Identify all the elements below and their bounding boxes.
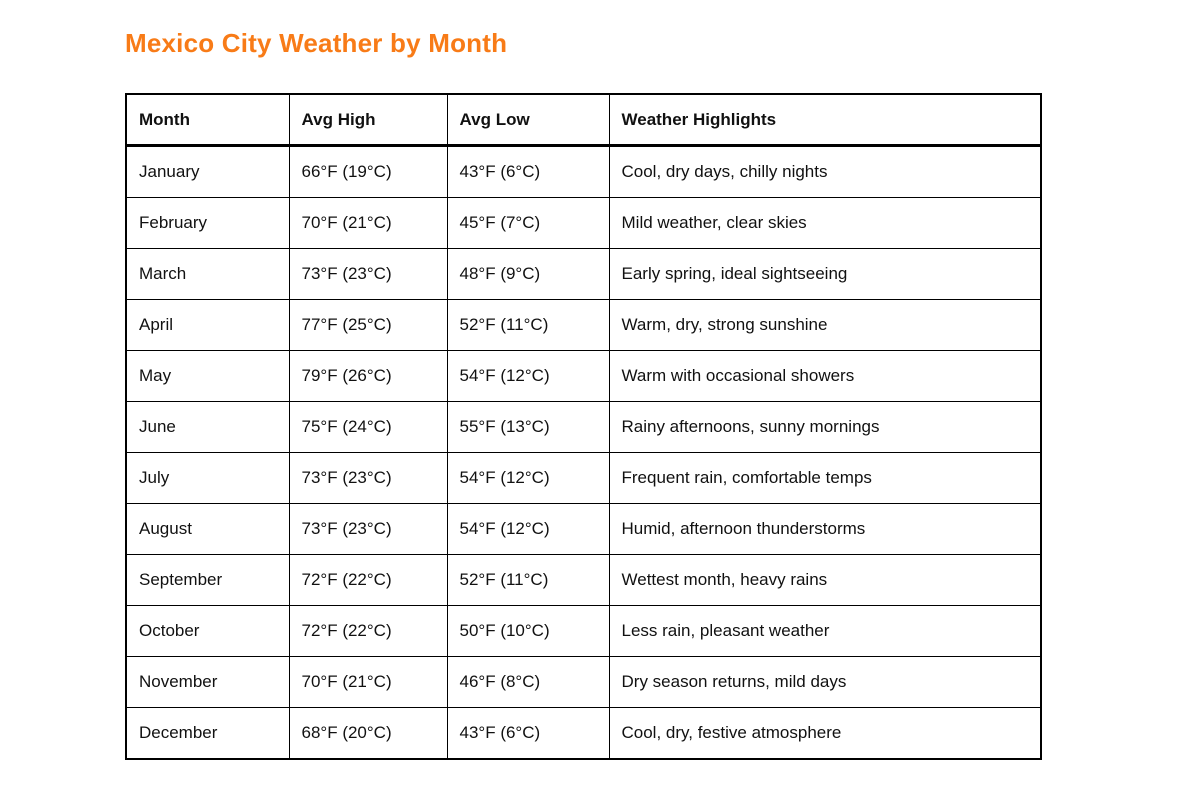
cell-avg-low: 43°F (6°C): [446, 707, 610, 760]
cell-avg-high: 68°F (20°C): [288, 707, 448, 760]
cell-avg-high: 75°F (24°C): [288, 401, 448, 453]
table-body: January 66°F (19°C) 43°F (6°C) Cool, dry…: [125, 145, 1042, 760]
table-header-row: Month Avg High Avg Low Weather Highlight…: [125, 93, 1042, 147]
cell-highlights: Less rain, pleasant weather: [608, 605, 1042, 657]
cell-month: February: [125, 197, 290, 249]
cell-avg-high: 73°F (23°C): [288, 248, 448, 300]
cell-highlights: Frequent rain, comfortable temps: [608, 452, 1042, 504]
cell-month: November: [125, 656, 290, 708]
cell-month: January: [125, 145, 290, 198]
column-header-avg-low: Avg Low: [446, 93, 610, 147]
cell-avg-high: 72°F (22°C): [288, 605, 448, 657]
cell-highlights: Warm, dry, strong sunshine: [608, 299, 1042, 351]
cell-highlights: Wettest month, heavy rains: [608, 554, 1042, 606]
cell-highlights: Rainy afternoons, sunny mornings: [608, 401, 1042, 453]
cell-month: December: [125, 707, 290, 760]
cell-avg-low: 54°F (12°C): [446, 452, 610, 504]
table-row: November 70°F (21°C) 46°F (8°C) Dry seas…: [125, 656, 1042, 708]
cell-highlights: Dry season returns, mild days: [608, 656, 1042, 708]
cell-avg-low: 48°F (9°C): [446, 248, 610, 300]
cell-avg-low: 55°F (13°C): [446, 401, 610, 453]
cell-avg-low: 52°F (11°C): [446, 554, 610, 606]
cell-highlights: Cool, dry, festive atmosphere: [608, 707, 1042, 760]
cell-avg-low: 54°F (12°C): [446, 503, 610, 555]
cell-avg-low: 54°F (12°C): [446, 350, 610, 402]
cell-month: May: [125, 350, 290, 402]
cell-avg-low: 50°F (10°C): [446, 605, 610, 657]
cell-month: September: [125, 554, 290, 606]
column-header-highlights: Weather Highlights: [608, 93, 1042, 147]
cell-avg-high: 73°F (23°C): [288, 503, 448, 555]
cell-highlights: Early spring, ideal sightseeing: [608, 248, 1042, 300]
cell-avg-low: 52°F (11°C): [446, 299, 610, 351]
cell-highlights: Cool, dry days, chilly nights: [608, 145, 1042, 198]
cell-avg-high: 70°F (21°C): [288, 197, 448, 249]
cell-month: July: [125, 452, 290, 504]
weather-table: Month Avg High Avg Low Weather Highlight…: [125, 93, 1042, 760]
cell-avg-high: 77°F (25°C): [288, 299, 448, 351]
table-row: August 73°F (23°C) 54°F (12°C) Humid, af…: [125, 503, 1042, 555]
cell-avg-low: 45°F (7°C): [446, 197, 610, 249]
cell-month: June: [125, 401, 290, 453]
column-header-avg-high: Avg High: [288, 93, 448, 147]
table-row: February 70°F (21°C) 45°F (7°C) Mild wea…: [125, 197, 1042, 249]
cell-avg-high: 70°F (21°C): [288, 656, 448, 708]
page-title: Mexico City Weather by Month: [125, 28, 508, 58]
table-row: October 72°F (22°C) 50°F (10°C) Less rai…: [125, 605, 1042, 657]
cell-month: October: [125, 605, 290, 657]
cell-month: April: [125, 299, 290, 351]
table-row: June 75°F (24°C) 55°F (13°C) Rainy after…: [125, 401, 1042, 453]
cell-avg-high: 73°F (23°C): [288, 452, 448, 504]
table-row: April 77°F (25°C) 52°F (11°C) Warm, dry,…: [125, 299, 1042, 351]
table-row: January 66°F (19°C) 43°F (6°C) Cool, dry…: [125, 145, 1042, 198]
cell-avg-low: 46°F (8°C): [446, 656, 610, 708]
cell-month: March: [125, 248, 290, 300]
table-row: September 72°F (22°C) 52°F (11°C) Wettes…: [125, 554, 1042, 606]
column-header-month: Month: [125, 93, 290, 147]
table-row: May 79°F (26°C) 54°F (12°C) Warm with oc…: [125, 350, 1042, 402]
table-row: July 73°F (23°C) 54°F (12°C) Frequent ra…: [125, 452, 1042, 504]
cell-highlights: Mild weather, clear skies: [608, 197, 1042, 249]
table-row: March 73°F (23°C) 48°F (9°C) Early sprin…: [125, 248, 1042, 300]
cell-highlights: Warm with occasional showers: [608, 350, 1042, 402]
cell-avg-high: 72°F (22°C): [288, 554, 448, 606]
cell-month: August: [125, 503, 290, 555]
cell-highlights: Humid, afternoon thunderstorms: [608, 503, 1042, 555]
cell-avg-low: 43°F (6°C): [446, 145, 610, 198]
cell-avg-high: 79°F (26°C): [288, 350, 448, 402]
cell-avg-high: 66°F (19°C): [288, 145, 448, 198]
table-row: December 68°F (20°C) 43°F (6°C) Cool, dr…: [125, 707, 1042, 760]
